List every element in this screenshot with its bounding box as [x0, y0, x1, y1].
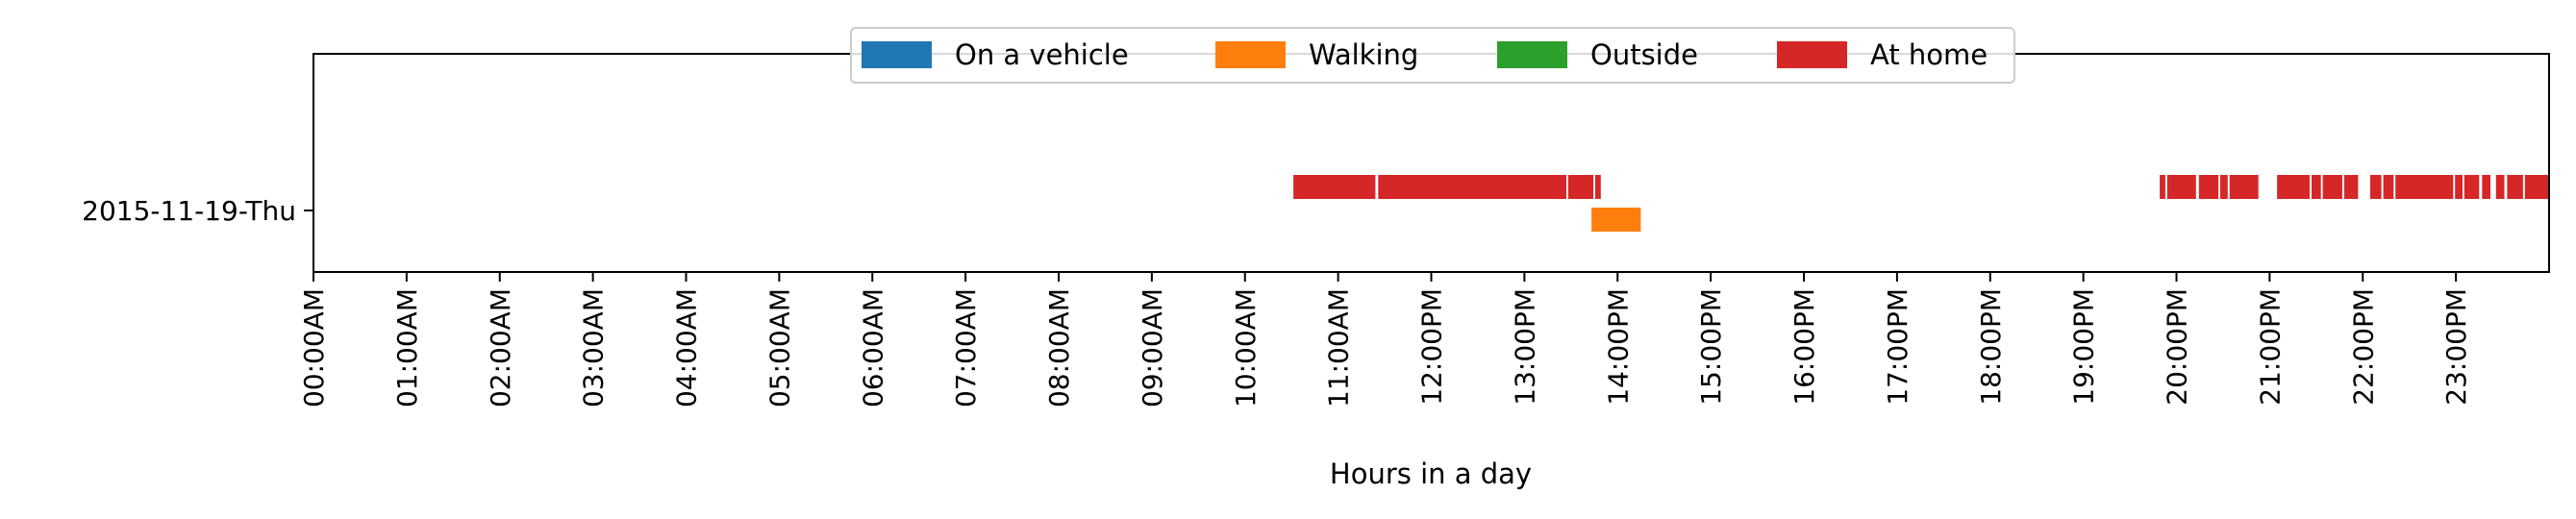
- bar-at-home-6: [2198, 175, 2219, 199]
- bar-at-home-19: [2495, 175, 2505, 199]
- x-tick-label: 00:00AM: [298, 288, 330, 408]
- legend-label-at-home: At home: [1870, 38, 1988, 71]
- x-tick-label: 12:00PM: [1416, 288, 1448, 406]
- bar-at-home-4: [2160, 175, 2165, 199]
- x-tick-label: 21:00PM: [2254, 288, 2286, 406]
- x-tick-label: 13:00PM: [1509, 288, 1540, 406]
- bar-at-home-2: [1567, 175, 1594, 199]
- bar-at-home-11: [2322, 175, 2342, 199]
- x-tick-label: 05:00AM: [763, 288, 795, 408]
- x-tick-label: 16:00PM: [1788, 288, 1820, 406]
- x-tick-label: 18:00PM: [1975, 288, 2007, 406]
- legend-swatch-outside: [1497, 41, 1567, 68]
- x-tick-label: 19:00PM: [2068, 288, 2100, 406]
- x-tick-label: 14:00PM: [1602, 288, 1634, 406]
- bar-at-home-14: [2383, 175, 2394, 199]
- x-tick-label: 03:00AM: [578, 288, 610, 408]
- bar-at-home-9: [2277, 175, 2310, 199]
- bar-at-home-10: [2312, 175, 2321, 199]
- x-tick-label: 10:00AM: [1230, 288, 1262, 408]
- bar-at-home-7: [2220, 175, 2228, 199]
- x-tick-label: 15:00PM: [1695, 288, 1727, 406]
- x-tick-label: 22:00PM: [2347, 288, 2379, 406]
- x-tick-label: 20:00PM: [2162, 288, 2193, 406]
- y-tick-label: 2015-11-19-Thu: [82, 195, 296, 227]
- bar-at-home-20: [2507, 175, 2523, 199]
- bar-at-home-13: [2370, 175, 2382, 199]
- legend-swatch-at-home: [1777, 41, 1847, 68]
- bar-at-home-12: [2343, 175, 2359, 199]
- x-axis-label: Hours in a day: [1330, 457, 1532, 490]
- bar-at-home-16: [2455, 175, 2463, 199]
- bar-at-home-0: [1293, 175, 1376, 199]
- legend-label-outside: Outside: [1590, 38, 1698, 71]
- legend-label-walking: Walking: [1309, 38, 1418, 71]
- x-tick-label: 17:00PM: [1882, 288, 1913, 406]
- bar-at-home-17: [2463, 175, 2480, 199]
- bar-at-home-18: [2482, 175, 2490, 199]
- bar-walking-0: [1591, 208, 1641, 232]
- bar-at-home-21: [2524, 175, 2549, 199]
- legend-label-on-a-vehicle: On a vehicle: [955, 38, 1129, 71]
- x-tick-label: 23:00PM: [2440, 288, 2472, 406]
- x-tick-label: 06:00AM: [857, 288, 888, 408]
- plot-frame: [313, 53, 2550, 273]
- x-tick-label: 09:00AM: [1137, 288, 1168, 408]
- bar-at-home-15: [2395, 175, 2454, 199]
- legend-swatch-walking: [1215, 41, 1286, 68]
- x-tick-label: 07:00AM: [950, 288, 982, 408]
- x-tick-label: 11:00AM: [1323, 288, 1355, 408]
- x-tick-label: 01:00AM: [391, 288, 423, 408]
- x-tick-label: 04:00AM: [671, 288, 703, 408]
- bar-at-home-8: [2229, 175, 2259, 199]
- bar-at-home-3: [1595, 175, 1601, 199]
- bar-at-home-1: [1378, 175, 1566, 199]
- x-tick-label: 02:00AM: [485, 288, 516, 408]
- legend-box: [850, 27, 2015, 84]
- x-tick-label: 08:00AM: [1043, 288, 1075, 408]
- bar-at-home-5: [2166, 175, 2196, 199]
- legend-swatch-on-a-vehicle: [862, 41, 932, 68]
